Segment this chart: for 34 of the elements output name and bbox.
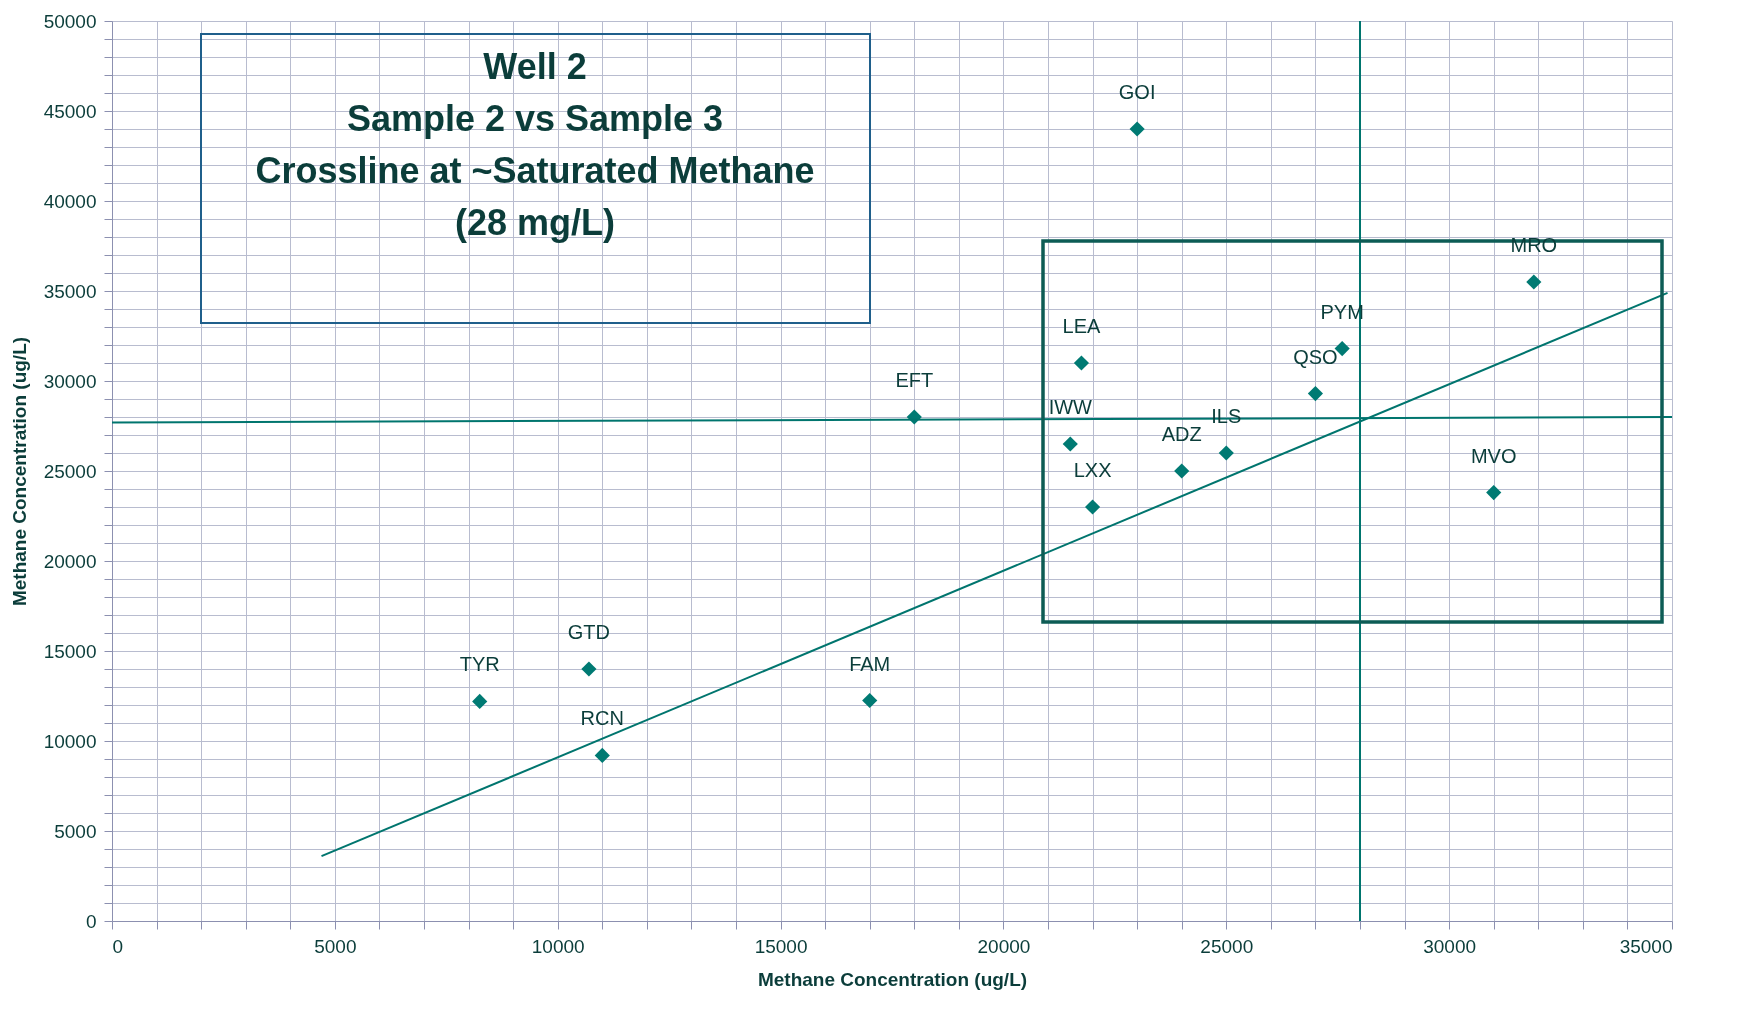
- annotation: IWW: [1048, 396, 1093, 418]
- y-tick-label: 25000: [43, 460, 97, 482]
- text: Well 2 Sample 2 vs Sample 3 Crossline at ~Saturated Methane (28 mg/L): [255, 46, 815, 243]
- y-tick-label: 15000: [43, 640, 97, 662]
- y-tick-label: 40000: [43, 190, 97, 212]
- annotation: ADZ: [1161, 423, 1202, 445]
- annotation: FAM: [849, 652, 891, 675]
- y-tick-label: 10000: [43, 730, 97, 752]
- annotation: LEA: [1062, 315, 1101, 337]
- annotation: TYR: [459, 653, 500, 676]
- annotation: RCN: [580, 707, 624, 730]
- x-tick-label: 5000: [314, 935, 357, 957]
- annotation: GOI: [1118, 81, 1156, 103]
- x-tick-label: 20000: [977, 935, 1031, 957]
- y-tick-label: 5000: [54, 820, 97, 842]
- x-tick-label: 10000: [531, 935, 585, 957]
- y-axis-title: Methane Concentration (ug/L): [8, 336, 30, 607]
- y-tick-label: 0: [85, 910, 97, 932]
- annotation: MVO: [1470, 444, 1517, 467]
- annotation: LXX: [1073, 459, 1112, 481]
- annotation: EFT: [895, 369, 934, 391]
- x-tick-label: 25000: [1200, 935, 1254, 957]
- x-tick-label: 35000: [1619, 935, 1673, 957]
- y-tick-label: 50000: [43, 10, 97, 32]
- annotation: GTD: [567, 621, 611, 643]
- x-axis-title: Methane Concentration (ug/L): [757, 968, 1028, 990]
- x-tick-label: 0: [112, 935, 124, 957]
- annotation: QSO: [1293, 345, 1338, 368]
- y-tick-label: 20000: [43, 550, 97, 572]
- x-tick-label: 30000: [1423, 935, 1477, 957]
- x-tick-label: 15000: [754, 935, 808, 957]
- y-tick-label: 35000: [43, 280, 97, 302]
- y-tick-label: 45000: [43, 100, 97, 122]
- y-tick-label: 30000: [43, 370, 97, 392]
